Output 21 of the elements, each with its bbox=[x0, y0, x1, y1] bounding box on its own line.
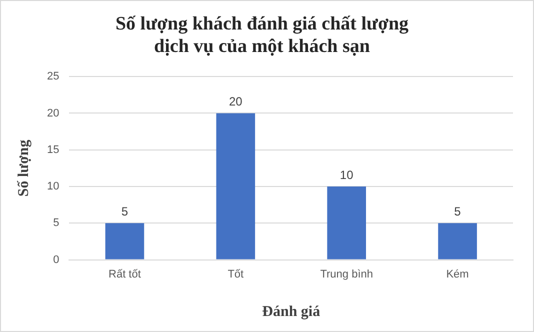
bar bbox=[105, 223, 144, 260]
y-tick-label: 15 bbox=[46, 144, 60, 156]
data-label: 5 bbox=[454, 204, 462, 218]
y-axis-title: Số lượng bbox=[16, 139, 32, 197]
bar bbox=[216, 113, 256, 260]
data-label: 5 bbox=[121, 204, 128, 218]
bar bbox=[327, 186, 366, 260]
x-tick-label: Trung bình bbox=[320, 268, 373, 280]
data-label: 20 bbox=[228, 94, 243, 109]
bar bbox=[438, 223, 477, 260]
y-tick-label: 25 bbox=[46, 70, 60, 83]
y-tick-label: 0 bbox=[53, 254, 60, 266]
data-label: 10 bbox=[340, 168, 354, 182]
chart-title: Số lượng khách đánh giá chất lượng dịch vụ của một khách sạn bbox=[115, 13, 410, 58]
y-tick-label: 20 bbox=[46, 107, 60, 120]
x-tick-label: Kém bbox=[446, 268, 469, 280]
x-tick-label: Tốt bbox=[228, 268, 244, 280]
y-tick-label: 10 bbox=[46, 180, 60, 193]
x-tick-label: Rất tốt bbox=[108, 268, 141, 280]
y-tick-label: 5 bbox=[53, 217, 60, 230]
x-axis-title: Đánh giá bbox=[262, 304, 321, 320]
